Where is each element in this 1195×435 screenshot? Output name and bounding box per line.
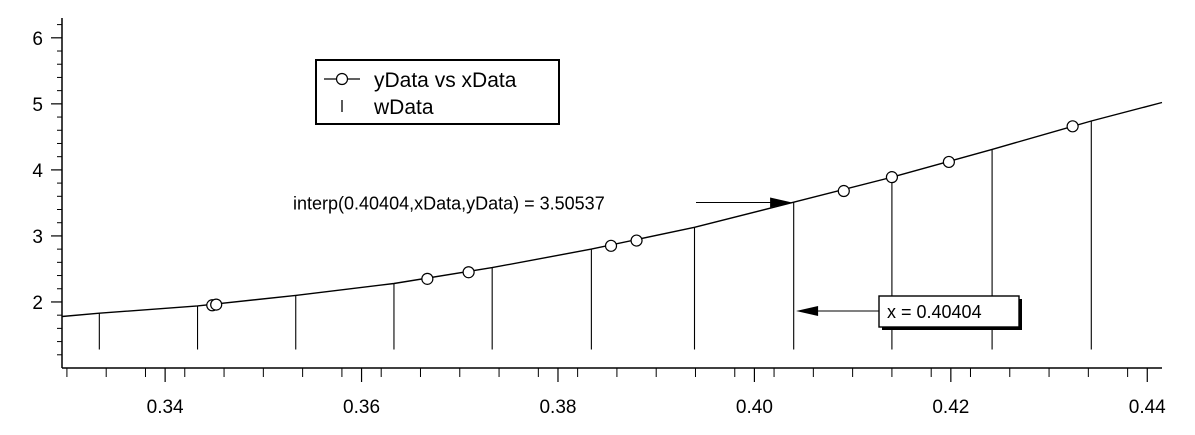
y-tick-label: 2 [32, 293, 43, 314]
y-tick-label: 5 [32, 95, 43, 116]
axes: 2 3 4 5 6 0.34 0.36 0.38 0.40 0.42 0.44 [32, 18, 1166, 418]
annotations: interp(0.40404,xData,yData) = 3.50537 x =… [293, 194, 1022, 330]
x-tick-label: 0.36 [343, 397, 380, 418]
data-point [604, 239, 618, 252]
x-tick-label: 0.44 [1129, 397, 1166, 418]
legend-entry-label: yData vs xData [374, 69, 517, 92]
legend: yData vs xData wData [315, 59, 560, 125]
data-point [421, 272, 434, 285]
x-tick-label: 0.40 [736, 397, 773, 418]
data-point [630, 234, 643, 247]
ydata-markers [206, 120, 1079, 312]
x-annotation-arrowhead [796, 306, 819, 316]
x-tick-label: 0.38 [539, 397, 576, 418]
data-point [210, 298, 223, 311]
y-tick-label: 6 [32, 29, 43, 50]
y-tick-label: 3 [32, 227, 43, 248]
data-point [462, 266, 475, 279]
legend-box [315, 59, 560, 125]
x-annotation-text: x = 0.40404 [887, 302, 982, 322]
interp-annotation-text: interp(0.40404,xData,yData) = 3.50537 [293, 194, 605, 214]
legend-circle-symbol [335, 72, 349, 86]
data-point [837, 184, 850, 198]
data-point [1066, 120, 1079, 133]
curve-line [61, 101, 1163, 318]
legend-entry-label: wData [373, 96, 434, 119]
interp-annotation-arrowhead [770, 197, 793, 208]
x-tick-label: 0.42 [932, 397, 969, 418]
curve-series [61, 101, 1163, 318]
data-point [942, 155, 955, 169]
data-point [885, 171, 899, 184]
x-tick-label: 0.34 [147, 397, 184, 418]
y-tick-label: 4 [32, 161, 43, 182]
